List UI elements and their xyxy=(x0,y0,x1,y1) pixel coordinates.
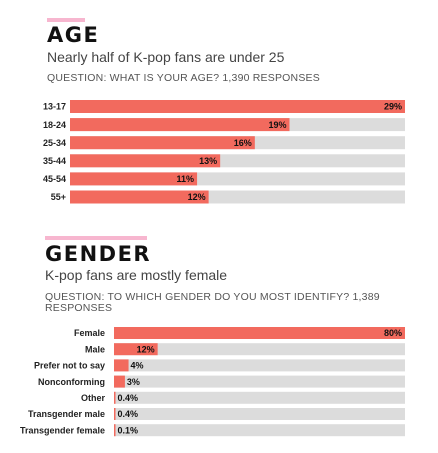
age-bar xyxy=(70,118,290,132)
gender-bar xyxy=(114,408,116,420)
age-bar xyxy=(70,154,221,168)
gender-category-label: Transgender female xyxy=(20,425,105,435)
age-category-label: 25-34 xyxy=(43,138,66,148)
gender-bar xyxy=(114,424,116,437)
age-category-label: 55+ xyxy=(51,192,66,202)
age-question: QUESTION: WHAT IS YOUR AGE? 1,390 RESPON… xyxy=(47,72,320,84)
gender-value-label: 80% xyxy=(384,328,402,338)
gender-bar-track xyxy=(114,375,405,388)
age-value-label: 11% xyxy=(177,174,195,184)
age-category-label: 13-17 xyxy=(43,102,66,112)
age-value-label: 29% xyxy=(384,102,402,112)
age-category-label: 35-44 xyxy=(43,156,66,166)
age-subtitle: Nearly half of K-pop fans are under 25 xyxy=(47,49,285,65)
gender-category-label: Female xyxy=(74,328,105,338)
age-bar xyxy=(70,100,405,113)
gender-bar xyxy=(114,391,116,404)
gender-subtitle: K-pop fans are mostly female xyxy=(45,267,228,283)
age-bar xyxy=(70,172,198,186)
gender-value-label: 12% xyxy=(137,344,155,354)
age-value-label: 12% xyxy=(188,192,206,202)
age-accent-bar xyxy=(47,18,85,22)
age-value-label: 19% xyxy=(268,120,286,130)
age-category-label: 18-24 xyxy=(43,120,66,130)
gender-bar-track xyxy=(114,343,405,356)
age-bar xyxy=(70,190,209,204)
gender-question: QUESTION: TO WHICH GENDER DO YOU MOST ID… xyxy=(45,291,380,314)
gender-bar xyxy=(114,359,129,372)
gender-bar xyxy=(114,327,405,339)
gender-category-label: Male xyxy=(85,344,105,354)
gender-category-label: Other xyxy=(81,393,106,403)
gender-bar-track xyxy=(114,359,405,372)
gender-value-label: 4% xyxy=(131,361,144,371)
gender-value-label: 0.4% xyxy=(118,393,139,403)
gender-bar xyxy=(114,375,125,388)
gender-category-label: Transgender male xyxy=(28,409,105,419)
age-value-label: 16% xyxy=(234,138,252,148)
gender-title: GENDER xyxy=(45,242,152,266)
age-title: AGE xyxy=(47,23,100,47)
gender-bar xyxy=(114,343,158,356)
gender-bar-track xyxy=(114,408,405,420)
age-bar xyxy=(70,136,255,150)
gender-category-label: Prefer not to say xyxy=(34,361,105,371)
gender-value-label: 3% xyxy=(127,377,140,387)
gender-value-label: 0.4% xyxy=(118,409,139,419)
gender-value-label: 0.1% xyxy=(118,425,139,435)
age-category-label: 45-54 xyxy=(43,174,66,184)
gender-accent-bar xyxy=(45,236,147,240)
gender-bar-track xyxy=(114,424,405,437)
age-value-label: 13% xyxy=(199,156,217,166)
gender-bar-track xyxy=(114,391,405,404)
gender-category-label: Nonconforming xyxy=(38,377,105,387)
